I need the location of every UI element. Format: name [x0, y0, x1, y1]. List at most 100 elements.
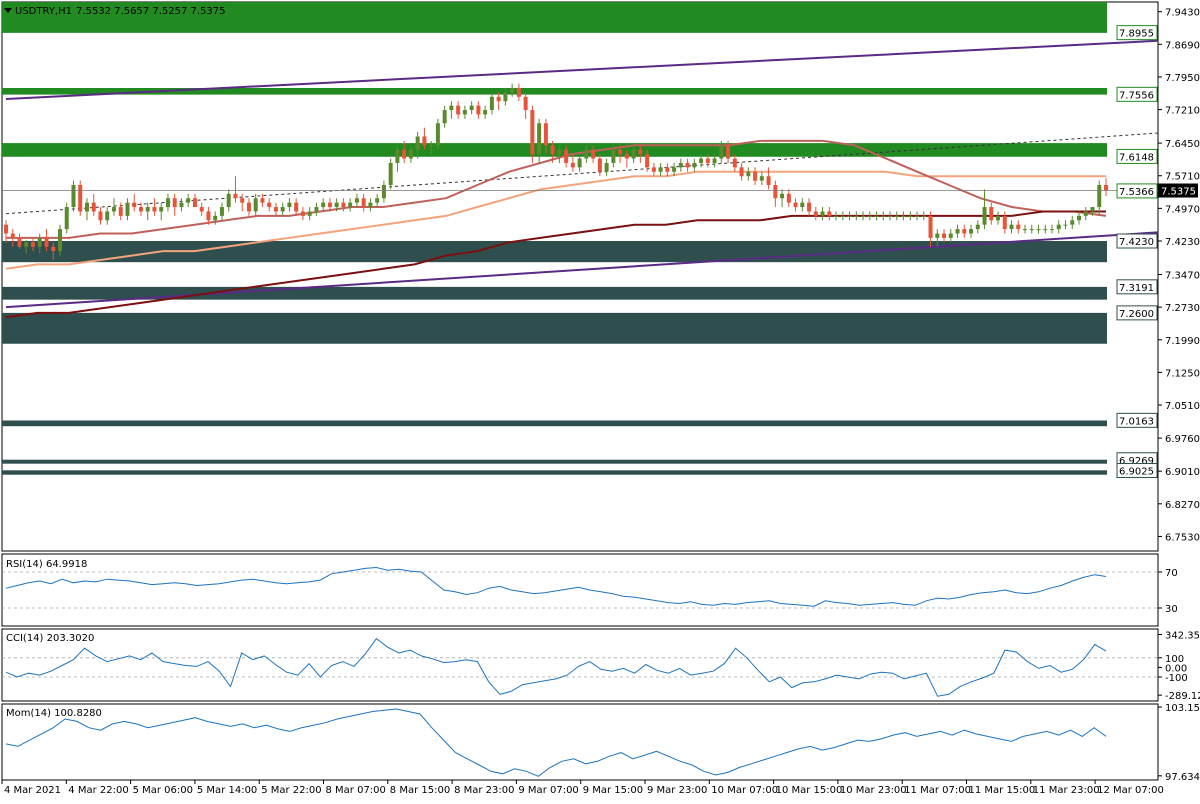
x-tick-label: 9 Mar 23:00 — [647, 785, 707, 796]
mom-header: Mom(14) 100.8280 — [6, 708, 102, 719]
candle-body — [564, 149, 569, 163]
y-tick-label: 7.6450 — [1165, 139, 1200, 150]
candle-body — [793, 202, 798, 208]
candle-body — [948, 233, 953, 238]
candle-body — [71, 185, 76, 208]
candle-body — [516, 87, 521, 97]
candle-body — [78, 185, 83, 212]
candle-body — [1016, 224, 1021, 230]
candle-body — [773, 185, 778, 199]
candle-body — [1002, 215, 1007, 230]
candle-body — [415, 136, 420, 150]
candle-body — [503, 92, 508, 102]
candle-body — [489, 96, 494, 111]
price-level-label: 7.0163 — [1116, 412, 1158, 428]
y-tick-label: 6.8270 — [1165, 500, 1200, 511]
candle-body — [483, 110, 488, 115]
candle-body — [37, 237, 42, 247]
x-tick-label: 10 Mar 07:00 — [711, 785, 778, 796]
x-tick-label: 5 Mar 06:00 — [133, 785, 193, 796]
osc-tick-label: -289.120 — [1165, 691, 1200, 702]
candle-body — [867, 215, 872, 217]
y-tick-label: 7.1990 — [1165, 336, 1200, 347]
x-tick-label: 4 Mar 2021 — [4, 785, 61, 796]
candle-body — [152, 207, 157, 212]
candle-body — [179, 202, 184, 208]
candle-body — [246, 202, 251, 212]
candle-body — [4, 224, 8, 234]
candle-body — [361, 198, 366, 208]
candle-body — [321, 202, 326, 208]
price-zone — [2, 420, 1107, 427]
y-tick-label: 7.3470 — [1165, 271, 1200, 282]
candle-body — [206, 211, 211, 221]
price-level-label: 7.3191 — [1116, 279, 1158, 295]
candle-body — [1036, 229, 1041, 231]
candle-body — [672, 167, 677, 172]
y-tick-label: 7.2730 — [1165, 303, 1200, 314]
price-level-label: 7.6148 — [1116, 148, 1158, 164]
candle-body — [341, 202, 346, 208]
price-level-label: 7.5366 — [1116, 183, 1158, 199]
ma-mid-line — [5, 170, 1106, 270]
candle-body — [64, 207, 69, 230]
candle-body — [834, 215, 839, 217]
price-level-text: 7.7556 — [1119, 90, 1154, 101]
candle-body — [422, 136, 427, 146]
candle-body — [712, 158, 717, 163]
candle-body — [658, 167, 663, 172]
candle-body — [1029, 229, 1034, 231]
candle-body — [138, 207, 143, 212]
x-tick-label: 9 Mar 07:00 — [518, 785, 578, 796]
candle-body — [368, 202, 373, 208]
candle-body — [456, 105, 461, 115]
candle-body — [753, 171, 758, 181]
price-zone — [2, 2, 1107, 33]
candle-body — [334, 202, 339, 208]
candle-body — [732, 158, 737, 168]
candle-body — [840, 215, 845, 217]
candle-body — [300, 211, 305, 216]
price-level-label: 7.2600 — [1116, 305, 1158, 321]
candle-body — [1009, 224, 1014, 230]
price-panel[interactable] — [2, 2, 1159, 475]
candle-body — [395, 149, 400, 163]
x-tick-label: 8 Mar 15:00 — [390, 785, 450, 796]
candle-body — [611, 149, 616, 163]
candle-body — [476, 105, 481, 115]
candle-body — [935, 233, 940, 238]
candle-body — [962, 229, 967, 234]
y-tick-label: 6.9760 — [1165, 434, 1200, 445]
candle-body — [739, 167, 744, 177]
osc-tick-label: 342.3548 — [1165, 631, 1200, 642]
price-level-text: 7.3191 — [1119, 283, 1154, 294]
candle-body — [462, 110, 467, 115]
trend-dashed-line — [5, 132, 1159, 215]
candle-body — [294, 202, 299, 212]
candle-body — [989, 207, 994, 221]
x-tick-label: 11 Mar 15:00 — [969, 785, 1036, 796]
rsi-header: RSI(14) 64.9918 — [6, 559, 87, 570]
candle-body — [975, 224, 980, 230]
y-tick-label: 7.4230 — [1165, 237, 1200, 248]
candle-body — [1083, 211, 1088, 216]
y-tick-label: 6.9010 — [1165, 467, 1200, 478]
y-tick-label: 6.7530 — [1165, 532, 1200, 543]
candle-body — [1104, 185, 1108, 191]
candle-body — [955, 229, 960, 234]
candle-body — [584, 149, 589, 159]
y-tick-label: 7.4970 — [1165, 204, 1200, 215]
cci-header: CCI(14) 203.3020 — [6, 633, 94, 644]
price-level-text: 7.8955 — [1119, 29, 1154, 40]
price-level-labels: 7.8955 7.7556 7.6148 7.5366 7.4230 7.3191 7.26… — [1116, 25, 1198, 479]
candle-body — [1063, 224, 1068, 226]
x-tick-label: 11 Mar 23:00 — [1033, 785, 1100, 796]
symbol-label: USDTRY,H1 — [15, 6, 72, 17]
price-zone — [2, 459, 1107, 464]
candle-body — [570, 162, 575, 168]
candle-body — [17, 237, 22, 247]
candle-body — [219, 207, 224, 216]
dropdown-arrow-icon[interactable] — [4, 8, 12, 13]
